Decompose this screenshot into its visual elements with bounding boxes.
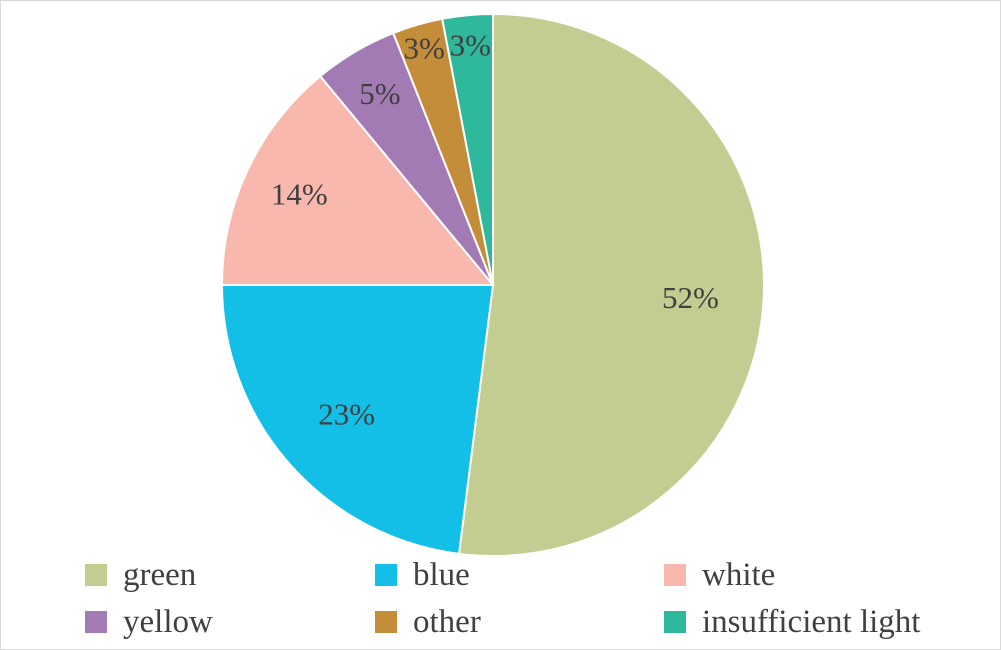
legend-swatch-insufficient-light xyxy=(664,611,686,633)
data-label-white: 14% xyxy=(271,176,328,211)
data-label-green: 52% xyxy=(662,280,719,315)
data-label-blue: 23% xyxy=(318,397,375,432)
legend-item-white: white xyxy=(664,553,775,597)
legend: green blue white yellow other insufficient li… xyxy=(85,553,985,647)
legend-swatch-green xyxy=(85,564,107,586)
pie-slice-blue xyxy=(220,284,495,555)
legend-swatch-blue xyxy=(375,564,397,586)
legend-label-insufficient-light: insufficient light xyxy=(702,603,921,640)
legend-label-white: white xyxy=(702,556,776,593)
legend-item-other: other xyxy=(375,600,481,644)
pie-slice-insufficient-light xyxy=(441,12,494,286)
legend-label-green: green xyxy=(123,556,197,593)
legend-item-blue: blue xyxy=(375,553,470,597)
legend-label-yellow: yellow xyxy=(123,603,213,640)
data-label-yellow: 5% xyxy=(359,76,400,111)
legend-swatch-white xyxy=(664,564,686,586)
data-label-other: 3% xyxy=(404,31,445,66)
pie-slice-green xyxy=(457,12,765,557)
legend-item-yellow: yellow xyxy=(85,600,213,644)
legend-item-insufficient-light: insufficient light xyxy=(664,600,920,644)
data-label-insufficient-light: 3% xyxy=(450,27,491,62)
legend-swatch-other xyxy=(375,611,397,633)
legend-label-other: other xyxy=(413,603,481,640)
pie-slice-white xyxy=(220,74,496,286)
legend-swatch-yellow xyxy=(85,611,107,633)
legend-item-green: green xyxy=(85,553,196,597)
legend-label-blue: blue xyxy=(413,556,470,593)
